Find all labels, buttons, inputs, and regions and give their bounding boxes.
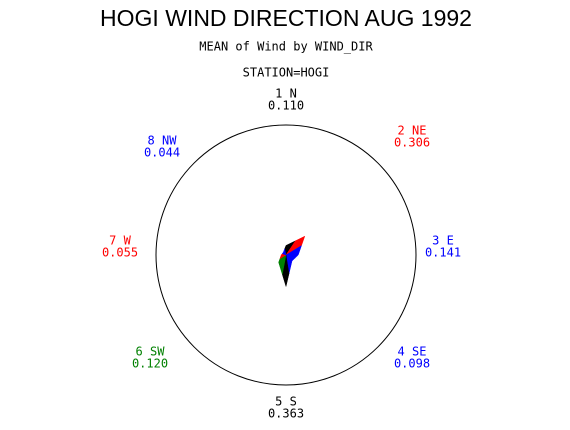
direction-label: 2 NE [398,124,427,138]
value-label: 0.363 [268,407,304,421]
direction-label: 1 N [275,87,297,101]
direction-label: 6 SW [136,345,166,359]
direction-label: 8 NW [148,134,178,148]
chart-subtitle: MEAN of Wind by WIND_DIR [199,40,373,54]
direction-label: 7 W [109,234,131,248]
direction-label: 5 S [275,395,297,409]
value-label: 0.120 [132,357,168,371]
star-segment [281,248,287,256]
value-label: 0.044 [144,146,180,160]
station-label: STATION=HOGI [243,66,330,80]
value-label: 0.306 [394,136,430,150]
direction-label: 3 E [432,234,454,248]
value-label: 0.141 [425,246,461,260]
direction-label: 4 SE [398,345,427,359]
value-label: 0.098 [394,357,430,371]
chart-title: HOGI WIND DIRECTION AUG 1992 [100,5,472,31]
value-label: 0.110 [268,99,304,113]
outer-circle [155,124,417,386]
value-label: 0.055 [102,246,138,260]
